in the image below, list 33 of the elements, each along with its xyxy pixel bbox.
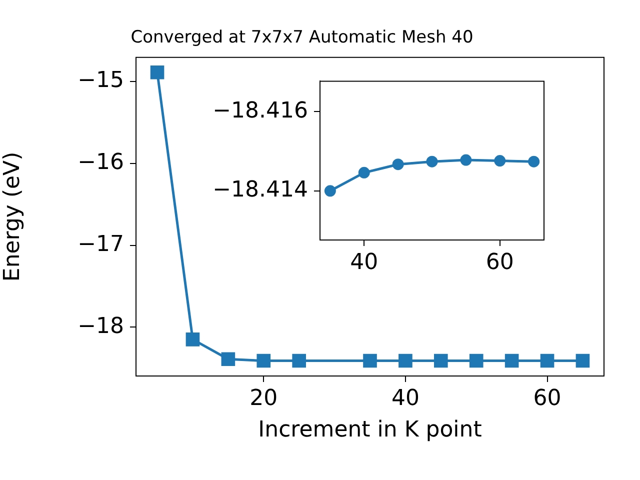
point [358,166,370,178]
point [576,354,590,368]
point [398,354,412,368]
point [256,354,271,368]
y-tick-label: −18 [78,314,124,339]
point [363,354,377,368]
y-axis-title: Energy (eV) [0,152,25,282]
x-tick-label: 60 [533,386,562,411]
point [528,156,540,168]
point [426,156,438,168]
point [469,354,484,368]
point [150,65,164,80]
y-tick-label: −16 [78,150,124,176]
x-tick-label: 60 [486,250,514,275]
point [540,354,554,368]
point [434,354,448,368]
y-tick-label: −18.416 [212,98,308,124]
x-tick-label: 40 [391,386,420,411]
y-tick-label: −17 [78,232,124,257]
point [392,158,404,170]
point [292,354,306,368]
point [460,154,472,166]
point [324,185,336,197]
chart-title: Converged at 7x7x7 Automatic Mesh 40 [130,28,474,48]
y-tick-label: −18.414 [212,178,308,203]
point [504,354,519,368]
point [494,155,506,167]
y-tick-label: −15 [78,68,124,94]
x-axis-title: Increment in K point [258,418,482,443]
point [221,352,236,366]
point [186,332,200,346]
x-tick-label: 40 [350,250,378,275]
x-tick-label: 20 [250,386,278,411]
